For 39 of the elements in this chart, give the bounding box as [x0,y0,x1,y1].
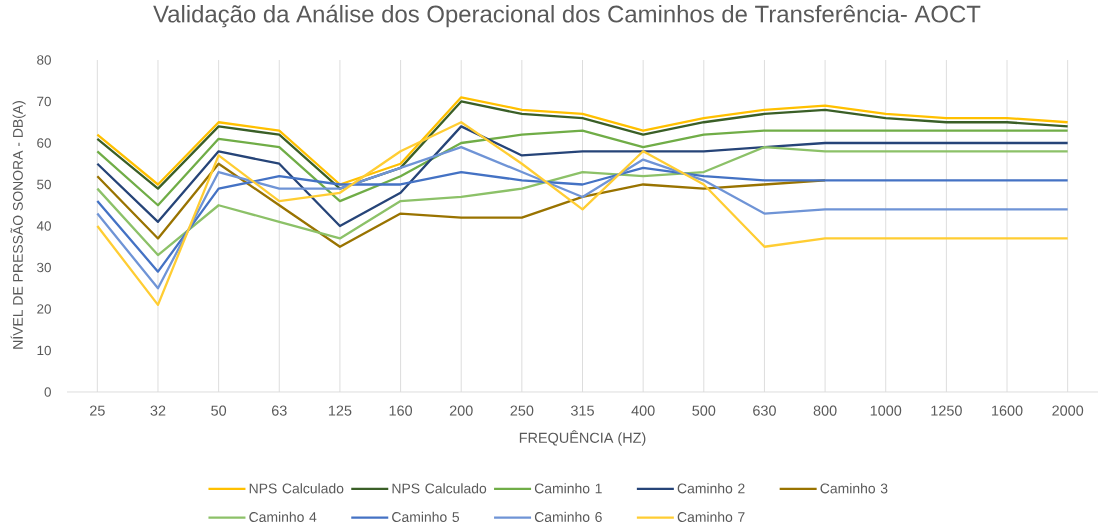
x-tick-label: 315 [571,405,594,416]
x-tick-label: 800 [813,405,837,416]
x-tick-label: 1600 [992,405,1023,416]
legend-label: Caminho 6 [534,511,602,522]
x-tick-label: 63 [271,405,287,416]
y-tick-label: 10 [37,345,51,356]
x-tick-label: 2000 [1052,405,1084,416]
legend-label: NPS Calculado [249,483,344,494]
x-tick-label: 1000 [870,405,902,416]
x-tick-label: 32 [150,405,166,416]
x-tick-label: 160 [389,405,413,416]
y-tick-label: 0 [44,387,51,397]
legend-label: Caminho 3 [820,483,888,494]
x-tick-label: 25 [90,405,105,416]
y-tick-label: 80 [37,55,51,65]
legend-label: Caminho 5 [392,511,460,522]
y-axis-title: NÍVEL DE PRESSÃO SONORA - DB(A) [10,101,26,349]
x-tick-label: 200 [449,405,473,416]
y-tick-label: 60 [37,138,51,148]
x-tick-label: 630 [753,405,776,416]
y-tick-label: 40 [36,221,51,231]
x-tick-label: 250 [510,405,534,416]
x-axis-title: FREQUÊNCIA (HZ) [519,430,646,446]
legend-label: Caminho 2 [677,483,745,494]
x-tick-label: 50 [211,405,227,416]
y-tick-label: 30 [37,262,51,273]
x-tick-label: 500 [692,405,716,416]
x-tick-label: 1250 [931,405,962,416]
y-tick-label: 50 [37,179,51,190]
y-tick-label: 70 [37,96,51,107]
y-tick-label: 20 [37,304,51,314]
legend-label: NPS Calculado [392,483,487,494]
legend-label: Caminho 4 [249,511,317,522]
chart-title: Validação da Análise dos Operacional dos Caminhos de Transferência- AOCT [153,4,981,28]
legend-label: Caminho 7 [677,511,745,522]
line-series [96,162,827,248]
x-tick-label: 125 [328,405,352,416]
x-tick-label: 400 [631,405,655,416]
legend-label: Caminho 1 [534,483,602,494]
